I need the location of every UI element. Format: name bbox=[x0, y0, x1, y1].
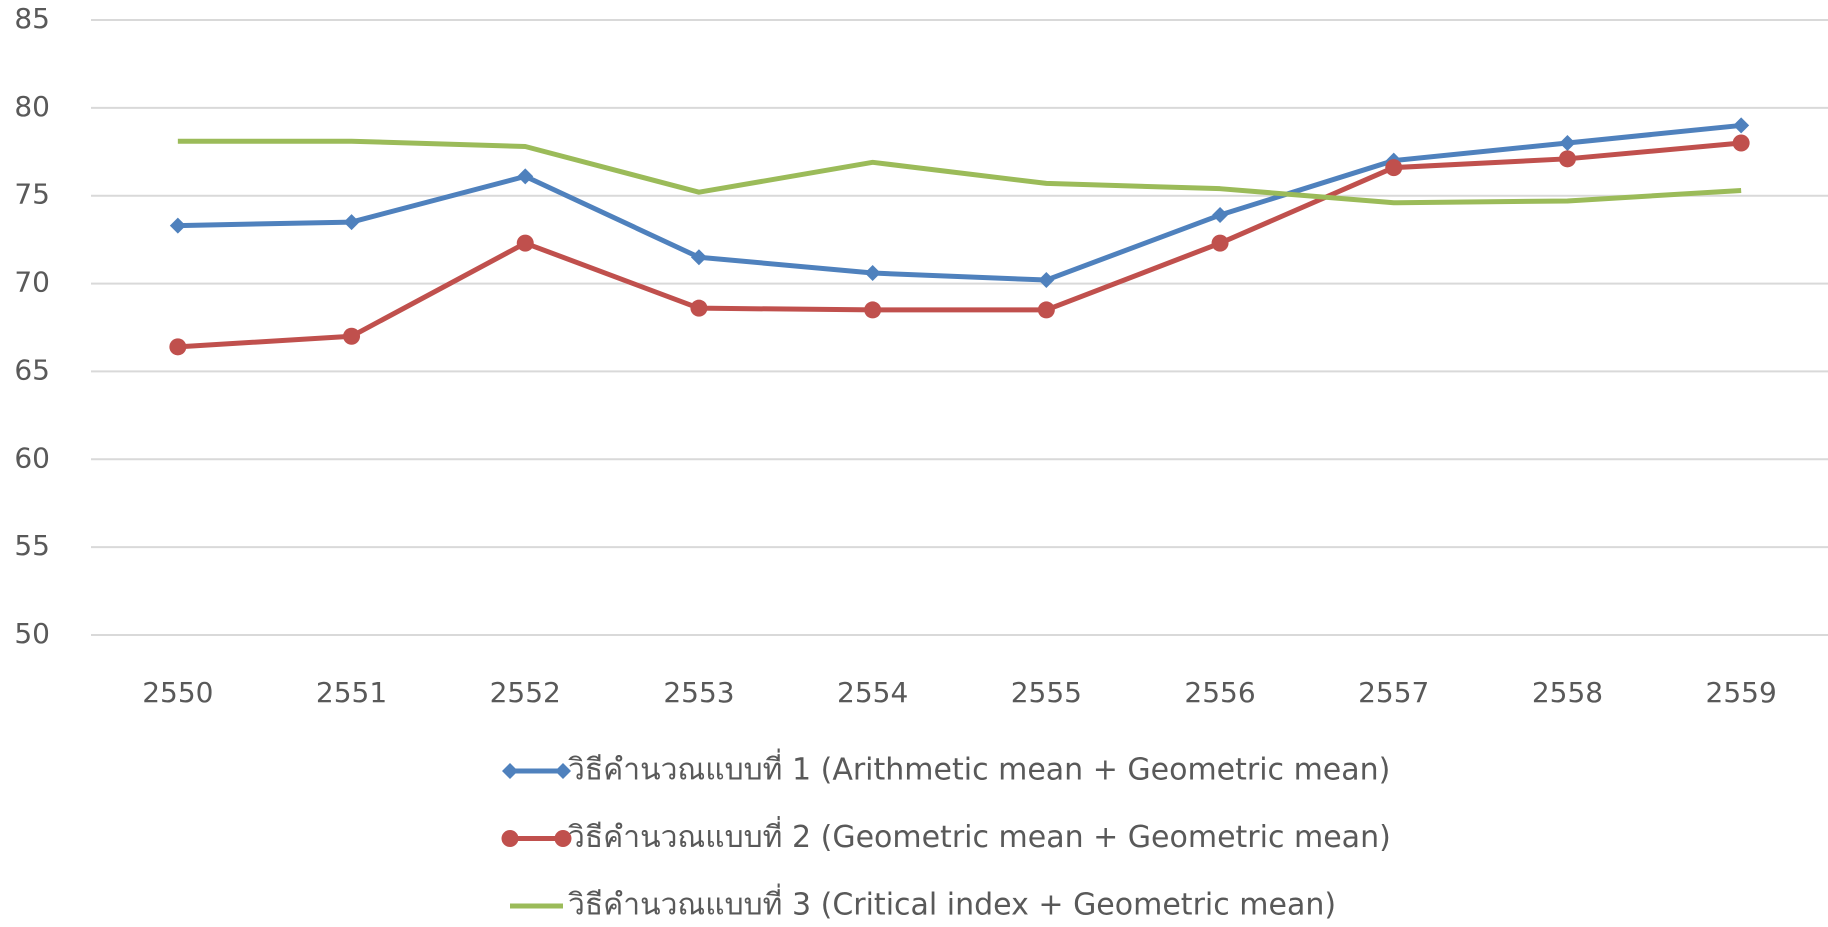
marker bbox=[864, 301, 882, 319]
marker bbox=[1558, 150, 1576, 168]
marker bbox=[516, 234, 534, 252]
y-tick-label: 70 bbox=[14, 266, 50, 299]
marker bbox=[1211, 234, 1229, 252]
marker bbox=[343, 327, 361, 345]
marker bbox=[1037, 301, 1055, 319]
marker bbox=[343, 214, 360, 231]
series-line bbox=[177, 140, 1742, 350]
x-tick-label: 2556 bbox=[1184, 676, 1255, 709]
x-tick-label: 2551 bbox=[316, 676, 387, 709]
x-tick-label: 2550 bbox=[142, 676, 213, 709]
marker bbox=[1212, 207, 1229, 224]
series-line bbox=[177, 138, 1742, 206]
legend-text: วิธีคำนวณแบบที่ 1 (Arithmetic mean + Geo… bbox=[568, 749, 1391, 788]
marker bbox=[169, 338, 187, 356]
marker bbox=[1732, 134, 1750, 152]
y-tick-label: 75 bbox=[14, 178, 50, 211]
x-tick-label: 2555 bbox=[1011, 676, 1082, 709]
y-tick-label: 55 bbox=[14, 529, 50, 562]
legend-text: วิธีคำนวณแบบที่ 3 (Critical index + Geom… bbox=[568, 884, 1336, 923]
marker bbox=[517, 168, 534, 185]
y-tick-label: 65 bbox=[14, 353, 50, 386]
y-tick-label: 85 bbox=[14, 2, 50, 35]
marker bbox=[1038, 272, 1055, 289]
y-tick-label: 80 bbox=[14, 90, 50, 123]
marker bbox=[690, 249, 707, 266]
marker bbox=[1559, 135, 1576, 151]
marker bbox=[864, 265, 881, 282]
series-line bbox=[177, 122, 1742, 283]
marker bbox=[1385, 159, 1403, 177]
y-tick-label: 50 bbox=[14, 617, 50, 650]
x-tick-label: 2554 bbox=[837, 676, 908, 709]
y-tick-label: 60 bbox=[14, 441, 50, 474]
x-tick-label: 2559 bbox=[1706, 676, 1777, 709]
legend-marker bbox=[554, 830, 572, 847]
legend-text: วิธีคำนวณแบบที่ 2 (Geometric mean + Geom… bbox=[568, 816, 1391, 855]
x-tick-label: 2552 bbox=[490, 676, 561, 709]
legend-marker bbox=[502, 763, 571, 779]
marker bbox=[169, 217, 186, 234]
x-tick-label: 2558 bbox=[1532, 676, 1603, 709]
marker bbox=[1733, 117, 1750, 134]
x-tick-label: 2557 bbox=[1358, 676, 1429, 709]
legend-marker bbox=[501, 830, 519, 847]
marker bbox=[690, 299, 708, 317]
x-tick-label: 2553 bbox=[663, 676, 734, 709]
